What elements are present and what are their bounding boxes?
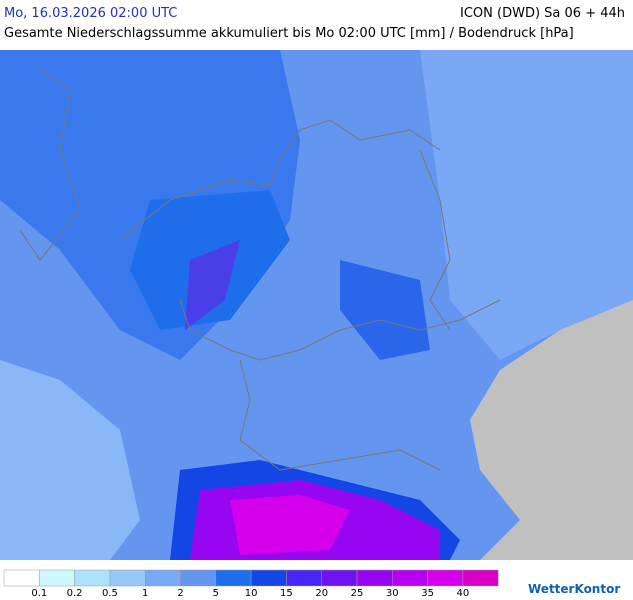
model-run: ICON (DWD) Sa 06 + 44h: [460, 6, 625, 21]
legend-swatch: [215, 569, 252, 587]
legend-swatch: [109, 569, 146, 587]
legend-swatch: [321, 569, 358, 587]
legend-swatch: [250, 569, 287, 587]
legend-swatch: [427, 569, 464, 587]
legend-swatch: [462, 569, 499, 587]
legend-swatch: [3, 569, 40, 587]
land-no-precip: [470, 300, 633, 560]
legend-label: 40: [457, 588, 470, 599]
legend-label: 20: [315, 588, 328, 599]
legend-label: 25: [351, 588, 364, 599]
legend-label: 0.5: [102, 588, 118, 599]
precip-area: [230, 495, 350, 555]
legend-label: 10: [245, 588, 258, 599]
precip-area: [420, 50, 633, 360]
legend-label: 0.1: [31, 588, 47, 599]
legend-swatch: [74, 569, 111, 587]
legend-swatch: [180, 569, 217, 587]
legend-swatch: [356, 569, 393, 587]
legend-swatch: [39, 569, 75, 587]
legend-label: 0.2: [67, 588, 83, 599]
brand: WetterKontor: [528, 582, 621, 596]
borders: [19, 69, 501, 471]
legend-label: 2: [177, 588, 183, 599]
legend-label: 30: [386, 588, 399, 599]
legend-label: 15: [280, 588, 293, 599]
legend-swatch: [286, 569, 322, 587]
legend-label: 1: [142, 588, 148, 599]
precip-area: [0, 360, 140, 560]
legend-swatch: [392, 569, 428, 587]
subtitle: Gesamte Niederschlagssumme akkumuliert b…: [4, 26, 574, 41]
legend-label: 5: [213, 588, 219, 599]
precip-area: [340, 260, 430, 360]
legend-label: 35: [421, 588, 434, 599]
legend-swatch: [144, 569, 181, 587]
datetime: Mo, 16.03.2026 02:00 UTC: [4, 6, 178, 21]
precip-area: [185, 240, 240, 330]
